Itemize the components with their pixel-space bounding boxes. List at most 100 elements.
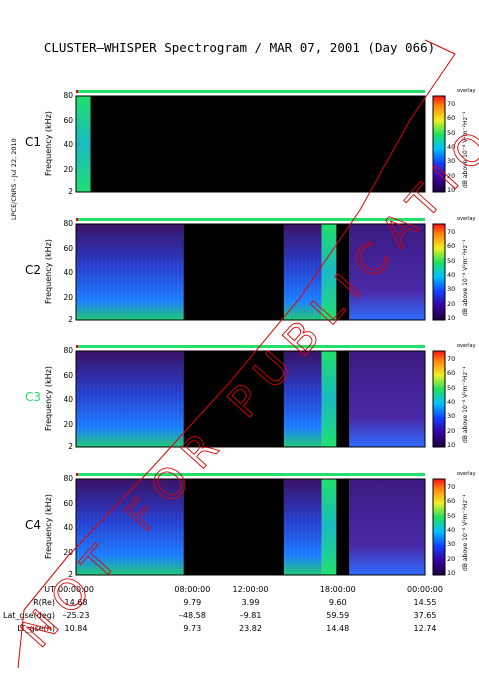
colorbar-tick: 30 (447, 540, 456, 549)
spectrogram-c2 (75, 218, 446, 321)
watermark-stroke (17, 39, 456, 669)
y-tick-label: 40 (63, 268, 73, 278)
y-tick-label: 20 (63, 547, 73, 557)
spectrum-segment (76, 351, 184, 447)
colorbar-tick: 30 (447, 157, 456, 166)
colorbar-tick: 50 (447, 383, 456, 392)
table-row-label: Lat_gse(deg) (3, 611, 55, 620)
y-tick-label: 60 (63, 498, 73, 508)
spectrum-segment (321, 351, 337, 447)
spectrum-segment (76, 96, 91, 192)
y-tick-label: 80 (63, 346, 73, 355)
colorbar-title: overlay (457, 343, 476, 349)
y-tick-label: 2 (68, 442, 73, 451)
colorbar-tick: 60 (447, 497, 456, 506)
spectrogram-c4 (75, 473, 446, 576)
colorbar-tick: 70 (447, 355, 456, 363)
spectrum-segment (321, 224, 337, 320)
colorbar-title: overlay (457, 88, 476, 94)
status-bar (76, 345, 425, 348)
colorbar-tick: 30 (447, 285, 456, 294)
colorbar-tick: 10 (447, 569, 456, 577)
spectrum-segment (283, 224, 322, 320)
colorbar-tick: 10 (447, 441, 456, 449)
table-cell: 08:00:00 (174, 585, 211, 594)
table-cell: 59.59 (326, 611, 350, 620)
colorbar-tick: 20 (447, 171, 456, 180)
table-row-label: R(Re) (33, 598, 55, 607)
colorbar-tick: 20 (447, 299, 456, 308)
y-tick-label: 40 (63, 523, 73, 533)
colorbar-title: overlay (457, 216, 476, 222)
spectrum-segment (76, 224, 184, 320)
table-cell: 14.48 (326, 624, 350, 633)
plot-frame (75, 95, 426, 193)
table-row-label: UT (44, 585, 55, 594)
table-row-label: LT_gse(h) (17, 624, 55, 633)
table-cell: 9.60 (328, 598, 347, 607)
spectrogram-c3 (75, 345, 446, 448)
table-cell: 12.74 (413, 624, 437, 633)
table-cell: 37.65 (413, 611, 437, 620)
spectrum-segment (283, 351, 322, 447)
table-cell: 14.68 (64, 598, 88, 607)
plot-frame (75, 350, 426, 448)
plot-frame (75, 223, 426, 321)
y-tick-label: 80 (63, 219, 73, 228)
panel-label-c4: C4 (25, 518, 42, 532)
colorbar (432, 95, 446, 193)
table-cell: 00:00:00 (407, 585, 443, 594)
table-cell: 9.73 (183, 624, 202, 633)
spectrum-segment (336, 351, 350, 447)
spectrum-segment (336, 479, 350, 575)
status-marker (76, 473, 78, 476)
table-cell: 23.82 (239, 624, 262, 633)
y-tick-label: 40 (63, 395, 73, 405)
y-tick-label: 2 (68, 187, 73, 196)
y-tick-label: 60 (63, 243, 73, 253)
colorbar-tick: 40 (447, 143, 456, 151)
y-tick-label: 40 (63, 140, 73, 150)
colorbar-tick: 30 (447, 412, 456, 421)
colorbar-tick: 20 (447, 426, 456, 435)
colorbar-tick: 60 (447, 369, 456, 378)
colorbar (432, 223, 446, 321)
colorbar-tick: 40 (447, 271, 456, 279)
table-cell: 10.84 (64, 624, 88, 633)
table-cell: 9.79 (183, 598, 202, 607)
table-cell: –9.81 (239, 611, 262, 620)
y-tick-label: 60 (63, 115, 73, 125)
spectrum-segment (321, 479, 337, 575)
colorbar-tick: 40 (447, 526, 456, 534)
colorbar-tick: 70 (447, 228, 456, 236)
table-cell: 00:00:00 (58, 585, 94, 594)
colorbar-tick: 50 (447, 128, 456, 137)
status-marker (76, 345, 78, 348)
status-bar (76, 473, 425, 476)
y-tick-label: 2 (68, 570, 73, 579)
spectrum-segment (349, 479, 425, 575)
y-tick-label: 2 (68, 315, 73, 324)
spectrum-segment (349, 351, 425, 447)
spectrum-segment (183, 479, 284, 575)
spectrogram-c1 (75, 90, 446, 193)
colorbar-tick: 70 (447, 100, 456, 108)
colorbar (432, 478, 446, 576)
page-title: CLUSTER–WHISPER Spectrogram / MAR 07, 20… (43, 40, 436, 55)
y-tick-label: 20 (63, 164, 73, 174)
y-tick-label: 80 (63, 91, 73, 100)
colorbar-tick: 70 (447, 483, 456, 491)
status-marker (76, 218, 78, 221)
colorbar-tick: 10 (447, 186, 456, 194)
table-cell: –48.58 (178, 611, 206, 620)
table-cell: 18:00:00 (319, 585, 356, 594)
spectrum-segment (283, 479, 322, 575)
colorbar-tick: 50 (447, 256, 456, 265)
table-cell: 3.99 (241, 598, 260, 607)
y-tick-label: 80 (63, 474, 73, 483)
spectrum-segment (336, 224, 350, 320)
y-tick-label: 20 (63, 419, 73, 429)
y-tick-label: 60 (63, 370, 73, 380)
plot-frame (75, 478, 426, 576)
